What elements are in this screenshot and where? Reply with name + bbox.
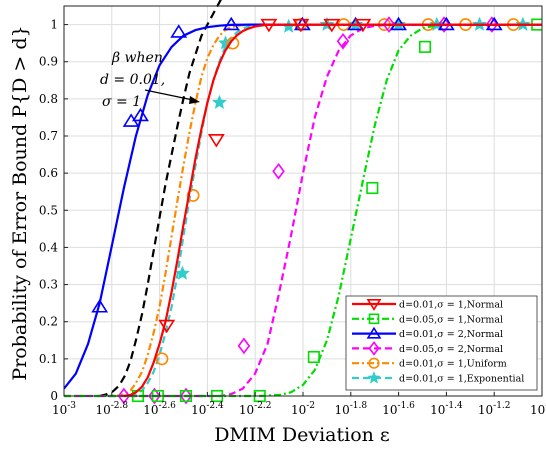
annotation-line2: d = 0.01,	[100, 72, 165, 88]
reference-line	[99, 0, 222, 398]
series-marker	[212, 94, 227, 109]
series-marker	[186, 189, 200, 202]
series-marker	[336, 32, 350, 50]
annotation: β when d = 0.01, σ = 1	[100, 50, 200, 110]
x-tick-label: 10-1.6	[382, 401, 415, 417]
y-tick-label: 0.4	[39, 240, 58, 254]
x-axis-label: DMIM Deviation ε	[214, 424, 390, 446]
series-group	[123, 18, 542, 398]
series-marker	[366, 181, 379, 195]
series-marker	[207, 134, 225, 148]
y-tick-label: 0	[50, 389, 58, 403]
legend-label: d=0.01,σ = 1,Normal	[399, 300, 503, 311]
series-layer	[64, 0, 542, 405]
series-marker	[222, 16, 240, 31]
legend-label: d=0.01,σ = 2,Normal	[399, 329, 503, 340]
legend-marker	[368, 357, 380, 369]
legend-marker	[368, 341, 380, 356]
y-axis-label: Probability of Error Bound P{D > d}	[9, 25, 31, 380]
x-tick-label: 10-3	[52, 401, 76, 417]
legend-label: d=0.01,σ = 1,Uniform	[399, 359, 507, 370]
x-tick-label: 10-2.6	[143, 401, 176, 417]
x-tick-label: 10-2	[291, 401, 315, 417]
annotation-line1: β when	[111, 50, 163, 66]
legend-marker	[366, 298, 382, 311]
x-tick-label: 10-1.2	[478, 401, 511, 417]
series-marker	[485, 16, 499, 33]
series-marker	[382, 16, 396, 33]
legend-label: d=0.05,σ = 1,Normal	[399, 314, 503, 325]
x-tick-label: 10-1.8	[334, 401, 367, 417]
series-marker	[155, 352, 169, 366]
series-marker	[226, 36, 240, 50]
y-tick-label: 0.8	[39, 92, 58, 106]
series-marker	[132, 107, 149, 122]
series-marker	[148, 387, 161, 405]
series-marker	[237, 337, 251, 355]
series-line	[64, 23, 542, 398]
ticks: 10-3 10-2.8 10-2.6 10-2.4 10-2.2 10-2 10-1.8 10…	[39, 18, 546, 417]
x-tick-label: 10-1.4	[430, 401, 463, 417]
annotation-arrowhead	[189, 96, 200, 104]
annotation-line3: σ = 1	[102, 94, 141, 110]
y-tick-label: 0.7	[39, 129, 58, 143]
y-tick-label: 0.6	[39, 166, 58, 180]
series-marker	[272, 162, 285, 180]
legend-marker	[368, 313, 380, 325]
series-marker	[175, 265, 190, 280]
legend-marker	[366, 326, 382, 339]
series-marker	[418, 40, 432, 53]
legend-box	[345, 295, 538, 391]
series-marker	[158, 319, 176, 334]
series-marker	[170, 24, 188, 38]
series-marker	[437, 16, 451, 33]
y-tick-label: 1	[50, 18, 58, 32]
series-marker	[91, 299, 109, 313]
x-tick-label: 10-2.4	[191, 401, 224, 417]
series-marker	[307, 350, 320, 364]
y-tick-label: 0.9	[39, 55, 58, 69]
series-marker	[179, 387, 193, 405]
legend-label: d=0.05,σ = 2,Normal	[399, 344, 503, 355]
x-tick-label: 10-1	[530, 401, 546, 417]
series-marker	[354, 18, 372, 33]
series-marker	[117, 387, 131, 405]
series-marker	[260, 18, 278, 33]
annotation-arrow	[144, 89, 194, 101]
y-tick-label: 0.2	[39, 315, 58, 329]
x-tick-label: 10-2.8	[95, 401, 128, 417]
series-marker	[323, 18, 341, 33]
y-tick-label: 0.3	[39, 278, 58, 292]
series-marker	[292, 18, 310, 33]
legend-marker	[367, 371, 381, 384]
series-group	[64, 16, 542, 405]
y-tick-label: 0.1	[39, 352, 58, 366]
x-tick-label: 10-2.2	[239, 401, 272, 417]
legend: d=0.01,σ = 1,Normal d=0.05,σ = 1,Normal d=…	[345, 295, 538, 391]
legend-label: d=0.01,σ = 1,Exponential	[399, 374, 524, 385]
y-tick-label: 0.5	[39, 203, 58, 217]
series-line	[64, 23, 542, 390]
